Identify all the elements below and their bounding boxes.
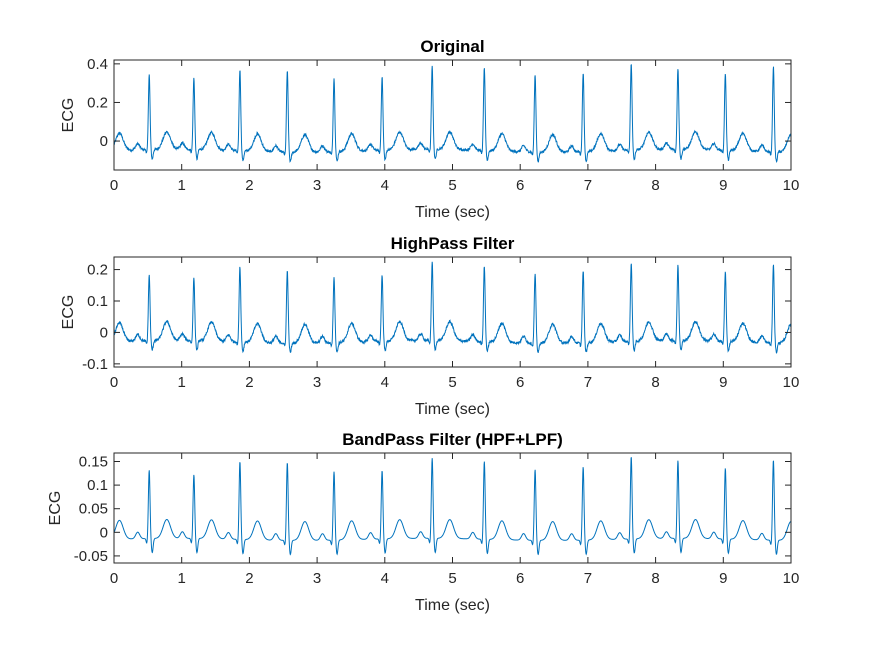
x-tick-label: 2 bbox=[245, 570, 253, 587]
x-tick-label: 3 bbox=[313, 570, 321, 587]
x-tick-label: 5 bbox=[448, 570, 456, 587]
subplot-title: HighPass Filter bbox=[391, 234, 515, 253]
x-tick-label: 7 bbox=[584, 570, 592, 587]
y-tick-label: 0.2 bbox=[87, 262, 108, 279]
x-tick-label: 5 bbox=[448, 374, 456, 391]
x-tick-label: 2 bbox=[245, 177, 253, 194]
y-tick-label: -0.1 bbox=[82, 356, 108, 373]
y-tick-label: 0.1 bbox=[87, 293, 108, 310]
x-tick-label: 0 bbox=[110, 570, 118, 587]
x-tick-label: 6 bbox=[516, 570, 524, 587]
y-tick-label: 0.15 bbox=[79, 453, 108, 470]
y-axis-label: ECG bbox=[60, 98, 77, 133]
x-tick-label: 1 bbox=[178, 570, 186, 587]
x-tick-label: 1 bbox=[178, 177, 186, 194]
plot-area bbox=[114, 453, 791, 563]
y-tick-label: 0.2 bbox=[87, 94, 108, 111]
ecg-series-line bbox=[114, 457, 791, 556]
x-tick-label: 8 bbox=[651, 374, 659, 391]
x-tick-label: 10 bbox=[783, 374, 800, 391]
x-tick-label: 3 bbox=[313, 177, 321, 194]
x-tick-label: 8 bbox=[651, 570, 659, 587]
x-tick-label: 6 bbox=[516, 177, 524, 194]
y-tick-label: 0 bbox=[100, 524, 108, 541]
x-tick-label: 6 bbox=[516, 374, 524, 391]
subplot-title: Original bbox=[420, 37, 484, 56]
x-tick-label: 9 bbox=[719, 570, 727, 587]
y-tick-label: 0.05 bbox=[79, 501, 108, 518]
x-tick-label: 1 bbox=[178, 374, 186, 391]
x-tick-label: 7 bbox=[584, 374, 592, 391]
ecg-series-line bbox=[114, 64, 791, 164]
x-tick-label: 10 bbox=[783, 570, 800, 587]
x-tick-label: 9 bbox=[719, 374, 727, 391]
x-tick-label: 4 bbox=[381, 570, 389, 587]
plot-area bbox=[114, 60, 791, 170]
x-tick-label: 7 bbox=[584, 177, 592, 194]
subplot-1: 0 1 2 3 4 5 6 7 8 9 10 0 0.2 0.4 Original Time (sec) ECG bbox=[60, 37, 799, 221]
x-tick-label: 5 bbox=[448, 177, 456, 194]
x-tick-label: 4 bbox=[381, 177, 389, 194]
y-tick-label: -0.05 bbox=[74, 548, 108, 565]
x-tick-label: 0 bbox=[110, 177, 118, 194]
x-tick-label: 2 bbox=[245, 374, 253, 391]
y-axis-label: ECG bbox=[60, 295, 77, 330]
x-axis-label: Time (sec) bbox=[415, 597, 490, 614]
x-tick-label: 3 bbox=[313, 374, 321, 391]
plot-area bbox=[114, 257, 791, 367]
y-tick-label: 0.4 bbox=[87, 56, 108, 73]
x-tick-label: 8 bbox=[651, 177, 659, 194]
x-tick-label: 0 bbox=[110, 374, 118, 391]
x-axis-label: Time (sec) bbox=[415, 204, 490, 221]
subplot-title: BandPass Filter (HPF+LPF) bbox=[342, 430, 563, 449]
x-axis-label: Time (sec) bbox=[415, 401, 490, 418]
y-tick-label: 0.1 bbox=[87, 477, 108, 494]
x-tick-label: 10 bbox=[783, 177, 800, 194]
x-tick-label: 9 bbox=[719, 177, 727, 194]
ecg-series-line bbox=[114, 261, 791, 354]
y-axis-label: ECG bbox=[47, 491, 64, 526]
x-tick-label: 4 bbox=[381, 374, 389, 391]
y-tick-label: 0 bbox=[100, 324, 108, 341]
y-tick-label: 0 bbox=[100, 133, 108, 150]
